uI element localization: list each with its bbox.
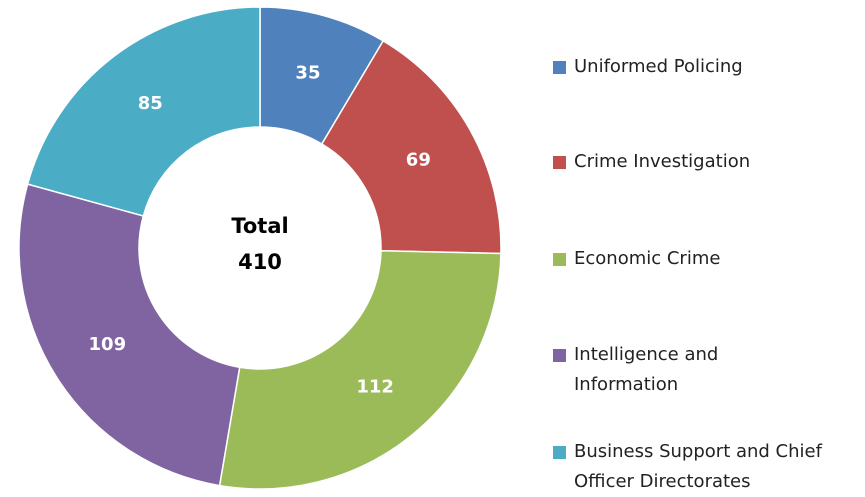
legend-item: Business Support and Chief Officer Direc…: [553, 437, 844, 497]
legend-label: Economic Crime: [574, 248, 721, 269]
total-label: Total: [231, 214, 288, 238]
data-label: 35: [295, 62, 320, 83]
slice: [320, 39, 502, 255]
data-label: 112: [356, 377, 394, 398]
legend-label: Crime Investigation: [574, 151, 751, 172]
legend-swatch: [553, 61, 566, 74]
legend-swatch: [553, 156, 566, 169]
data-label: 109: [89, 334, 127, 355]
legend-label: Intelligence and Information: [574, 344, 719, 395]
legend-item: Crime Investigation: [553, 147, 854, 177]
total-value: 410: [238, 250, 282, 274]
data-label: 69: [406, 149, 431, 170]
slice: [26, 6, 261, 217]
legend-item: Uniformed Policing: [553, 52, 854, 82]
legend-label: Business Support and Chief Officer Direc…: [574, 441, 822, 492]
slice: [218, 250, 502, 490]
legend-swatch: [553, 253, 566, 266]
legend-swatch: [553, 446, 566, 459]
legend-item: Economic Crime: [553, 244, 854, 274]
legend-swatch: [553, 349, 566, 362]
slice: [18, 183, 241, 487]
legend-item: Intelligence and Information: [553, 340, 774, 400]
legend-label: Uniformed Policing: [574, 56, 743, 77]
data-label: 85: [138, 93, 163, 114]
